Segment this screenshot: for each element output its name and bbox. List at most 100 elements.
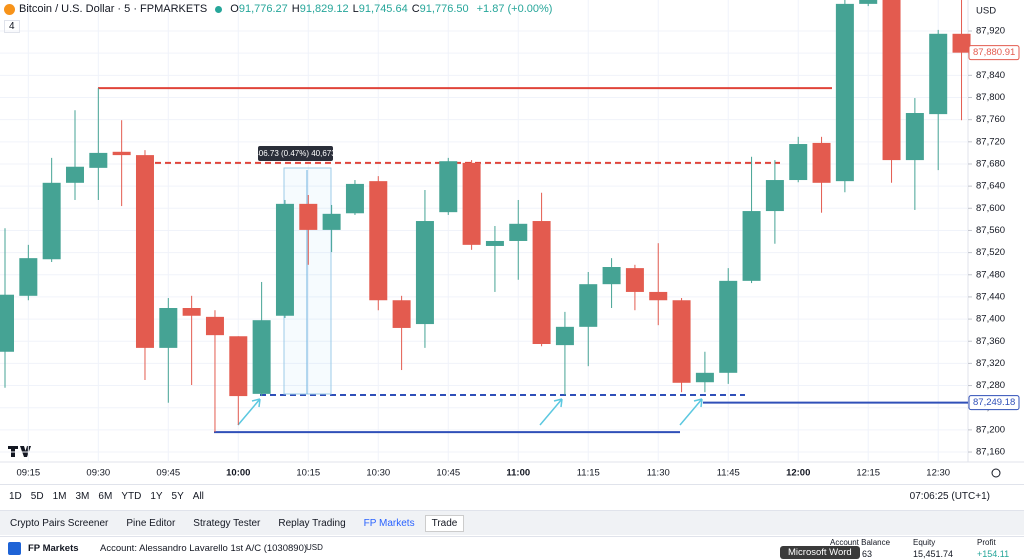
x-tick-label: 11:45 <box>717 468 740 479</box>
y-tick-label: 87,320 <box>976 358 1005 369</box>
broker-icon <box>8 542 21 555</box>
y-tick-label: 87,360 <box>976 336 1005 347</box>
indicators[interactable]: 4 <box>4 20 20 33</box>
profit: +154.11 <box>977 549 1010 559</box>
y-tick-label: 87,280 <box>976 380 1005 391</box>
currency: USD <box>306 543 323 552</box>
price-label: 87,249.18 <box>973 397 1015 408</box>
range-button[interactable]: 5D <box>30 490 44 502</box>
candle-body <box>65 166 84 183</box>
x-tick-label: 09:45 <box>156 468 180 479</box>
candle-body <box>439 161 458 213</box>
symbol[interactable]: Bitcoin / U.S. Dollar · 5 · FPMARKETS <box>19 3 208 15</box>
candle-body <box>742 211 761 281</box>
candle-body <box>252 320 271 394</box>
candle-body <box>275 203 294 316</box>
ohlc-key: O <box>230 3 239 15</box>
x-tick-label: 10:15 <box>296 468 320 479</box>
x-tick-label: 10:30 <box>366 468 390 479</box>
candle-body <box>579 284 598 327</box>
range-button[interactable]: 3M <box>75 490 90 502</box>
x-tick-label: 09:30 <box>86 468 110 479</box>
tab[interactable]: Trade <box>424 514 465 532</box>
y-tick-label: 87,160 <box>976 447 1005 458</box>
range-button[interactable]: All <box>192 490 204 502</box>
clock: 07:06:25 (UTC+1) <box>909 490 990 502</box>
candle-body <box>159 308 178 348</box>
ohlc-key: L <box>352 3 359 15</box>
candle-body <box>462 162 481 245</box>
chart: USD 406.73 (0.47%) 40,673 87,160 87,200 87,… <box>0 0 1024 479</box>
x-tick-label: 11:30 <box>647 468 670 479</box>
candle-body <box>0 294 14 352</box>
candle-body <box>625 268 644 292</box>
x-tick-label: 09:15 <box>16 468 40 479</box>
range-bar: 1D 5D 1M 3M 6M YTD 1Y 5Y All 07:06:25 (UTC+1) <box>0 484 1024 507</box>
x-tick-label: 10:45 <box>436 468 460 479</box>
status-dot <box>215 5 223 13</box>
range-button[interactable]: 6M <box>98 490 113 502</box>
measure-tooltip: 406.73 (0.47%) 40,673 <box>254 149 336 158</box>
currency: USD <box>976 6 996 17</box>
candle-body <box>509 223 528 241</box>
y-tick-label: 87,600 <box>976 203 1005 214</box>
candle-body <box>765 180 784 212</box>
candle-body <box>929 33 948 115</box>
range-button[interactable]: 1Y <box>150 490 163 502</box>
candle-body <box>602 267 621 285</box>
candle-body <box>719 280 738 373</box>
y-tick-label: 87,800 <box>976 92 1005 103</box>
candle-body <box>42 182 61 260</box>
account[interactable]: Account: Alessandro Lavarello 1st A/C (1… <box>100 543 308 554</box>
candle-body <box>905 113 924 161</box>
y-tick-label: 87,560 <box>976 225 1005 236</box>
x-tick-label: 10:00 <box>226 468 250 479</box>
candle-body <box>835 3 854 182</box>
tab[interactable]: FP Markets <box>363 517 415 529</box>
tooltip: Microsoft Word <box>780 546 860 559</box>
tab-bar: Crypto Pairs Screener Pine Editor Strategy… <box>0 510 1024 535</box>
y-tick-label: 87,480 <box>976 269 1005 280</box>
y-tick-label: 87,920 <box>976 26 1005 37</box>
candle-body <box>415 221 434 325</box>
ohlc-value: 91,776.27 <box>238 3 288 15</box>
candle-body <box>299 203 318 230</box>
x-tick-label: 12:00 <box>786 468 810 479</box>
candle-body <box>649 291 668 301</box>
x-tick-label: 11:00 <box>506 468 530 479</box>
tab[interactable]: Crypto Pairs Screener <box>10 517 109 529</box>
candle-body <box>135 155 154 348</box>
arrow <box>539 398 563 426</box>
symbol-icon <box>4 3 15 15</box>
tab[interactable]: Pine Editor <box>126 517 176 529</box>
profit-label: Profit <box>977 538 996 547</box>
y-tick-label: 87,440 <box>976 291 1005 302</box>
tab[interactable]: Replay Trading <box>278 517 346 529</box>
range-button[interactable]: 1D <box>9 490 22 502</box>
ohlc-key: C <box>411 3 420 15</box>
candles <box>0 0 971 433</box>
candle-body <box>19 258 38 296</box>
equity-label: Equity <box>913 538 936 547</box>
tab[interactable]: Strategy Tester <box>193 517 261 529</box>
y-tick-label: 87,680 <box>976 158 1005 169</box>
candle-body <box>229 336 248 397</box>
range-button[interactable]: YTD <box>121 490 142 502</box>
candle-body <box>952 33 971 53</box>
logo <box>8 446 31 457</box>
range-button[interactable]: 5Y <box>171 490 184 502</box>
range-button[interactable]: 1M <box>52 490 67 502</box>
candle-body <box>812 142 831 183</box>
y-tick-label: 87,720 <box>976 136 1005 147</box>
price-label-box <box>968 45 1020 61</box>
x-tick-label: 12:30 <box>926 468 950 479</box>
measure-tooltip-bg <box>258 146 333 161</box>
candle-body <box>555 326 574 346</box>
arrow <box>237 398 261 426</box>
candle-body <box>672 300 691 383</box>
y-tick-label: 87,840 <box>976 70 1005 81</box>
settings-icon[interactable] <box>991 468 1001 478</box>
broker[interactable]: FP Markets <box>28 543 79 554</box>
balance-label: Account Balance <box>830 538 891 547</box>
